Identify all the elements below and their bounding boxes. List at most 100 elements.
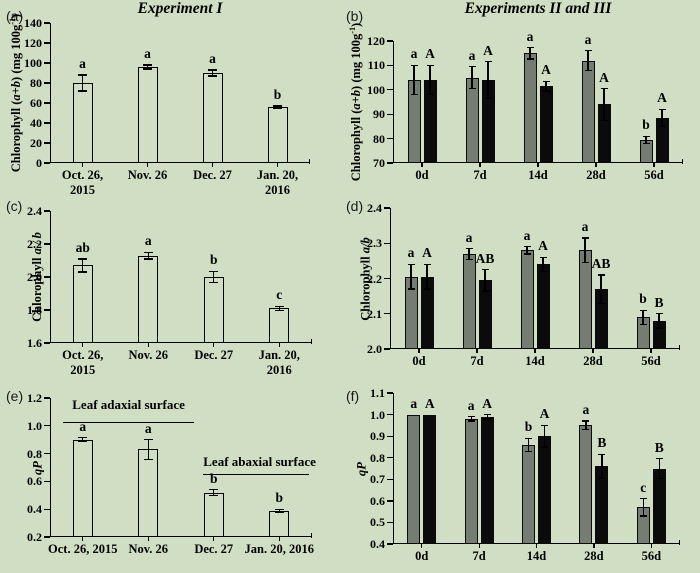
y-tick bbox=[44, 276, 50, 278]
y-tick bbox=[387, 392, 393, 394]
y-tick-label: 0.8 bbox=[27, 446, 42, 461]
error-bar-cap bbox=[273, 107, 282, 109]
error-bar bbox=[146, 65, 149, 69]
error-bar-cap bbox=[523, 246, 531, 248]
error-bar-cap bbox=[658, 125, 666, 128]
bar bbox=[137, 67, 158, 163]
y-tick bbox=[44, 162, 50, 164]
error-bar bbox=[213, 271, 215, 283]
error-bar bbox=[81, 75, 84, 91]
error-bar-cap bbox=[582, 420, 590, 422]
x-tick-label: 7d bbox=[472, 549, 486, 563]
error-bar-cap bbox=[582, 429, 590, 431]
annotation-line bbox=[63, 421, 195, 423]
y-tick-label: 2.0 bbox=[367, 342, 382, 356]
x-tick-label: 28d bbox=[586, 168, 606, 182]
x-tick-label: Nov. 26 bbox=[127, 168, 168, 182]
sig-letter: b bbox=[524, 419, 533, 435]
error-bar-cap bbox=[642, 135, 650, 137]
error-bar-cap bbox=[642, 142, 650, 145]
x-tick bbox=[534, 349, 536, 353]
bar bbox=[536, 264, 550, 349]
y-tick-label: 120 bbox=[367, 34, 385, 48]
error-bar-cap bbox=[655, 313, 663, 315]
error-bar-cap bbox=[639, 309, 647, 311]
y-tick bbox=[44, 22, 50, 24]
y-tick-label: 2.2 bbox=[27, 237, 42, 251]
y-tick bbox=[44, 42, 50, 44]
sig-letter: b bbox=[639, 291, 647, 307]
y-tick-label: 0.6 bbox=[27, 474, 42, 489]
panel-e: (e) qP 0.2 0.4 0.6 0.8 1.0 1.2 Oct. 26, 2015 a Nov… bbox=[0, 380, 340, 573]
x-tick-label: 56d bbox=[644, 168, 664, 182]
y-tick-label: 1.2 bbox=[27, 391, 42, 405]
plot-area bbox=[390, 208, 680, 349]
sig-letter: AB bbox=[591, 255, 611, 271]
x-tick bbox=[278, 343, 280, 347]
error-bar bbox=[82, 258, 84, 273]
sig-letter: A bbox=[657, 90, 667, 106]
y-tick-label: 20 bbox=[30, 136, 42, 150]
error-bar-cap bbox=[526, 46, 534, 49]
sig-letter: a bbox=[584, 31, 592, 47]
x-tick bbox=[593, 544, 595, 548]
x-tick bbox=[276, 163, 279, 167]
x-tick bbox=[418, 349, 420, 353]
plot-area bbox=[50, 23, 310, 163]
error-bar-cap bbox=[143, 251, 153, 253]
y-tick-label: 1.0 bbox=[27, 418, 42, 433]
error-bar bbox=[645, 136, 647, 144]
y-tick-label: 0.6 bbox=[370, 493, 385, 508]
x-tick-label: 14d bbox=[525, 354, 545, 368]
sig-letter: B bbox=[654, 439, 664, 455]
y-tick bbox=[384, 242, 390, 244]
bar bbox=[267, 107, 288, 163]
sig-letter: a bbox=[144, 233, 152, 249]
error-bar-cap bbox=[426, 64, 434, 67]
error-bar bbox=[642, 310, 644, 325]
y-axis-label-part: ) bbox=[349, 22, 364, 27]
error-bar bbox=[276, 106, 279, 108]
x-tick bbox=[421, 163, 423, 167]
x-tick bbox=[595, 163, 597, 167]
sig-letter: a bbox=[79, 418, 87, 434]
y-tick-label: 140 bbox=[24, 16, 42, 30]
sig-letter: a bbox=[410, 46, 418, 62]
error-bar-cap bbox=[597, 302, 605, 304]
error-bar-cap bbox=[423, 263, 431, 266]
bar bbox=[269, 510, 290, 537]
panel-d: (d) Chlorophyll a/b 2.0 2.1 2.2 2.3 2.4 0d a A 7d a… bbox=[340, 190, 700, 380]
error-bar bbox=[426, 264, 428, 290]
error-bar-cap bbox=[78, 441, 88, 443]
sig-letter: A bbox=[425, 46, 435, 62]
panel-a: (a) Experiment I Chlorophyll (a+b) (mg 100… bbox=[0, 0, 340, 197]
y-tick-label: 2.4 bbox=[367, 201, 382, 215]
x-tick-label: 14d bbox=[528, 168, 548, 182]
bar bbox=[407, 414, 421, 544]
x-tick bbox=[213, 537, 215, 541]
y-tick bbox=[44, 453, 50, 455]
error-bar bbox=[484, 269, 486, 291]
y-tick-label: 100 bbox=[367, 82, 385, 97]
error-bar-cap bbox=[639, 323, 647, 326]
plot-area bbox=[393, 393, 680, 544]
sig-letter: a bbox=[144, 46, 151, 61]
sig-letter: A bbox=[599, 69, 609, 85]
x-tick bbox=[213, 343, 215, 347]
error-bar-cap bbox=[581, 262, 589, 264]
error-bar bbox=[585, 421, 587, 430]
bar bbox=[465, 77, 479, 163]
error-bar-cap bbox=[407, 263, 415, 266]
y-tick bbox=[44, 62, 50, 64]
bar bbox=[480, 416, 494, 544]
error-bar bbox=[642, 498, 644, 516]
error-bar-cap bbox=[78, 271, 88, 273]
x-tick-label: 7d bbox=[470, 354, 484, 368]
error-bar-cap bbox=[468, 87, 476, 90]
sig-letter: a bbox=[582, 402, 590, 418]
error-bar-cap bbox=[539, 256, 547, 259]
bar bbox=[522, 444, 535, 544]
x-tick-label: Dec. 27 bbox=[194, 348, 234, 362]
y-tick bbox=[44, 342, 50, 344]
y-tick-label: 0.8 bbox=[370, 450, 385, 465]
